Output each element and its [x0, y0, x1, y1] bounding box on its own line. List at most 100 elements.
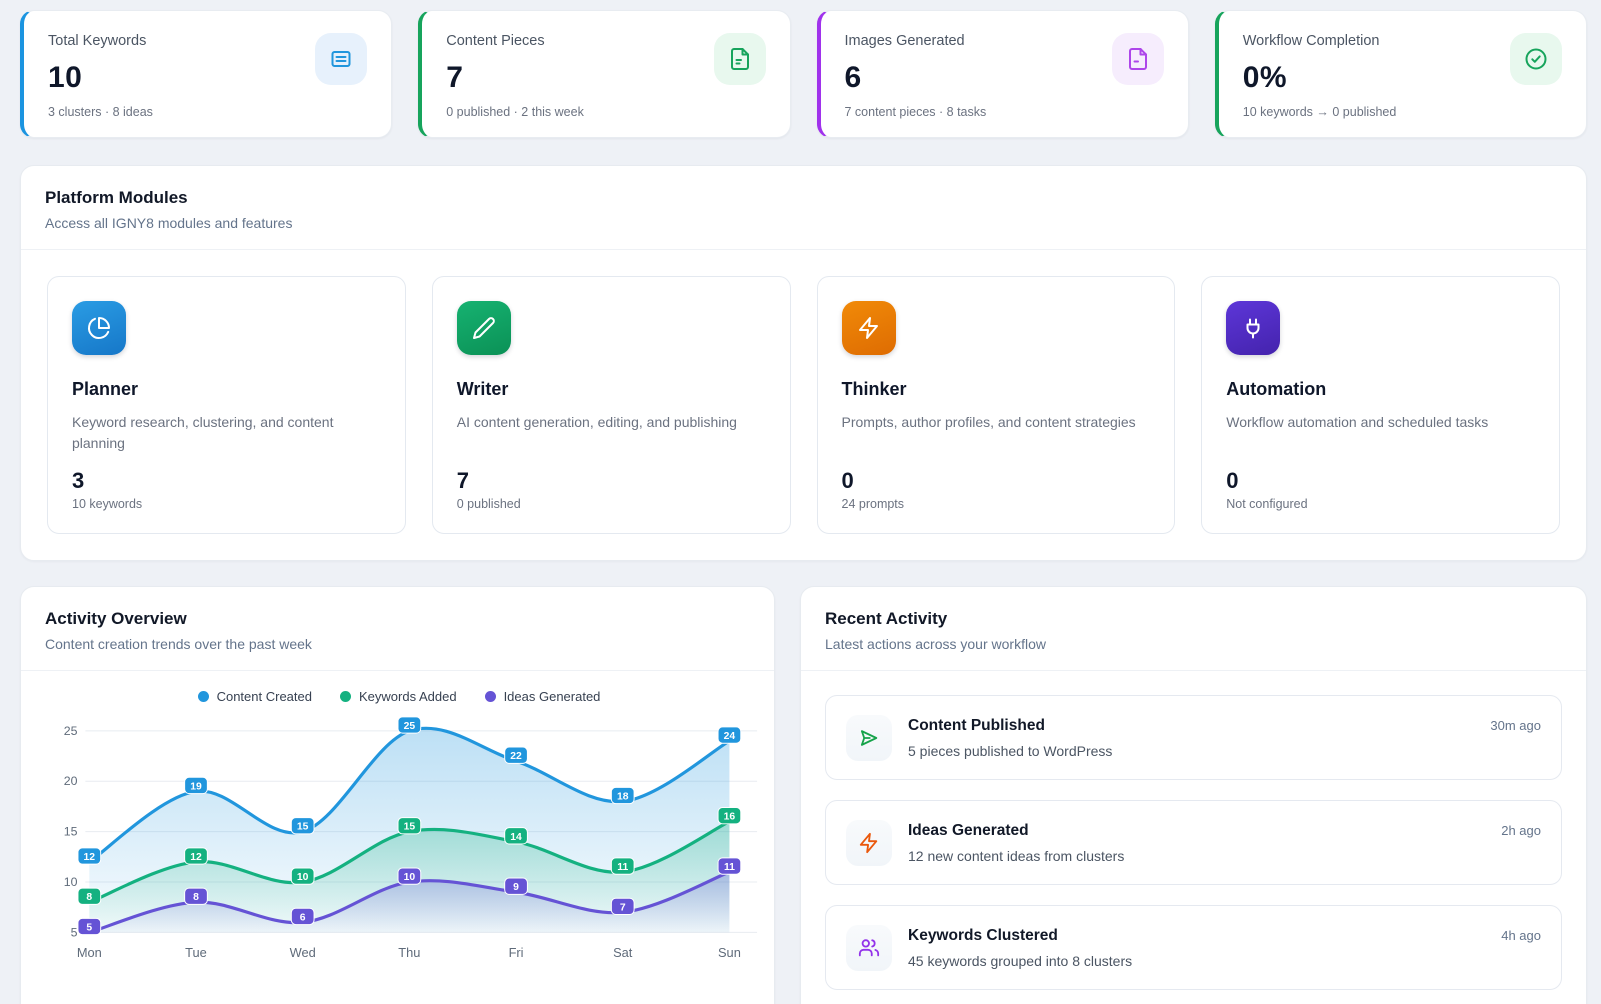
module-value-label: 0 published [456, 497, 521, 511]
panel-subtitle: Access all IGNY8 modules and features [45, 215, 293, 231]
activity-description: 12 new content ideas from clusters [908, 847, 1125, 864]
svg-text:10: 10 [64, 875, 78, 889]
panel-title: Platform Modules [45, 188, 188, 207]
module-card-thinker[interactable]: Thinker Prompts, author profiles, and co… [816, 276, 1176, 534]
stat-title: Total Keywords [48, 33, 147, 49]
stat-card-content-pieces: Content Pieces 7 0 published · 2 this we… [418, 10, 791, 138]
svg-text:11: 11 [724, 862, 735, 873]
module-value-label: 10 keywords [72, 497, 143, 511]
activity-chart-svg[interactable]: 5 10 15 20 25 Mon Tue Wed Thu Fri Sat Sun 12 19 15 25 22… [34, 715, 763, 976]
panel-header: Activity Overview Content creation trend… [21, 587, 774, 671]
legend-label: Content Created [216, 689, 312, 704]
panel-subtitle: Latest actions across your workflow [825, 636, 1046, 652]
platform-modules-panel: Platform Modules Access all IGNY8 module… [20, 165, 1587, 561]
module-card-planner[interactable]: Planner Keyword research, clustering, an… [47, 276, 406, 534]
file-text-icon [713, 33, 766, 85]
panel-header: Platform Modules Access all IGNY8 module… [21, 166, 1586, 250]
module-value-label: 24 prompts [841, 497, 905, 511]
activity-title: Content Published [908, 716, 1045, 734]
stat-subtitle: 10 keywords → 0 published [1242, 105, 1397, 119]
activity-title: Ideas Generated [908, 821, 1029, 839]
stat-value: 6 [844, 61, 862, 94]
stat-value: 0% [1242, 61, 1288, 94]
panel-title: Recent Activity [825, 609, 948, 628]
stat-subtitle: 0 published · 2 this week [446, 105, 584, 119]
plug-icon [1226, 301, 1281, 355]
stat-value: 7 [446, 61, 464, 94]
module-value: 0 [1226, 468, 1239, 493]
module-name: Planner [72, 379, 139, 399]
activity-overview-panel: Activity Overview Content creation trend… [20, 586, 775, 1004]
chart-legend: Content Created Keywords Added Ideas Gen… [34, 689, 764, 704]
activity-item-content-published: Content Published 30m ago 5 pieces publi… [825, 695, 1562, 780]
activity-description: 5 pieces published to WordPress [908, 742, 1113, 759]
stat-card-total-keywords: Total Keywords 10 3 clusters · 8 ideas [20, 10, 393, 138]
panel-title: Activity Overview [45, 609, 187, 628]
pie-chart-icon [72, 301, 126, 355]
legend-label: Keywords Added [358, 689, 457, 704]
module-card-automation[interactable]: Automation Workflow automation and sched… [1201, 276, 1560, 534]
activity-time: 2h ago [1501, 822, 1541, 838]
legend-dot [339, 691, 351, 702]
svg-text:9: 9 [513, 882, 519, 893]
users-icon [846, 924, 892, 971]
svg-text:7: 7 [620, 902, 626, 913]
stat-subtitle: 3 clusters · 8 ideas [48, 105, 153, 119]
chart-area-2 [89, 871, 730, 933]
module-value-label: Not configured [1226, 497, 1308, 511]
legend-item-keywords-added[interactable]: Keywords Added [339, 689, 457, 704]
svg-text:8: 8 [193, 892, 199, 903]
svg-text:12: 12 [84, 852, 96, 863]
activity-description: 45 keywords grouped into 8 clusters [908, 952, 1133, 969]
stat-value: 10 [48, 61, 83, 94]
activity-body: Content Published 30m ago 5 pieces publi… [908, 717, 1541, 759]
stat-subtitle: 7 content pieces · 8 tasks [844, 105, 987, 119]
svg-text:Sat: Sat [613, 945, 633, 960]
svg-text:11: 11 [617, 862, 628, 873]
svg-text:Wed: Wed [290, 945, 316, 960]
activity-chart[interactable]: Content Created Keywords Added Ideas Gen… [21, 671, 774, 976]
stat-title: Images Generated [844, 33, 965, 49]
svg-text:18: 18 [617, 791, 629, 802]
zap-icon [841, 301, 896, 355]
module-description: Prompts, author profiles, and content st… [841, 414, 1136, 430]
activity-title: Keywords Clustered [908, 926, 1058, 944]
svg-text:Tue: Tue [185, 945, 207, 960]
module-value: 7 [456, 468, 469, 493]
svg-text:24: 24 [724, 731, 736, 742]
module-card-writer[interactable]: Writer AI content generation, editing, a… [431, 276, 791, 534]
legend-label: Ideas Generated [503, 689, 601, 704]
activity-list: Content Published 30m ago 5 pieces publi… [801, 671, 1586, 1004]
modules-grid: Planner Keyword research, clustering, an… [21, 250, 1586, 560]
legend-dot [484, 691, 496, 702]
module-value: 3 [72, 468, 85, 493]
stat-card-images-generated: Images Generated 6 7 content pieces · 8 … [816, 10, 1189, 138]
svg-text:15: 15 [404, 822, 416, 833]
panel-header: Recent Activity Latest actions across yo… [801, 587, 1586, 671]
svg-text:Mon: Mon [77, 945, 102, 960]
svg-text:Sun: Sun [718, 945, 741, 960]
svg-text:15: 15 [64, 825, 78, 839]
list-icon [315, 33, 368, 85]
stat-title: Workflow Completion [1242, 33, 1380, 49]
stat-title: Content Pieces [446, 33, 545, 49]
legend-item-content-created[interactable]: Content Created [197, 689, 312, 704]
activity-item-ideas-generated: Ideas Generated 2h ago 12 new content id… [825, 800, 1562, 885]
module-name: Thinker [841, 379, 907, 399]
activity-body: Ideas Generated 2h ago 12 new content id… [908, 822, 1541, 864]
pencil-icon [456, 301, 511, 355]
svg-text:8: 8 [86, 892, 92, 903]
chart-x-axis-labels: Mon Tue Wed Thu Fri Sat Sun [77, 945, 741, 960]
module-name: Writer [456, 379, 509, 399]
bottom-row: Activity Overview Content creation trend… [20, 586, 1587, 1004]
zap-icon [846, 819, 892, 866]
stats-row: Total Keywords 10 3 clusters · 8 ideas C… [20, 10, 1587, 138]
legend-dot [197, 691, 209, 702]
module-value: 0 [841, 468, 854, 493]
svg-text:16: 16 [724, 812, 736, 823]
image-file-icon [1111, 33, 1164, 85]
svg-text:5: 5 [71, 925, 78, 939]
chart-y-axis-labels: 5 10 15 20 25 [64, 724, 78, 940]
legend-item-ideas-generated[interactable]: Ideas Generated [484, 689, 601, 704]
